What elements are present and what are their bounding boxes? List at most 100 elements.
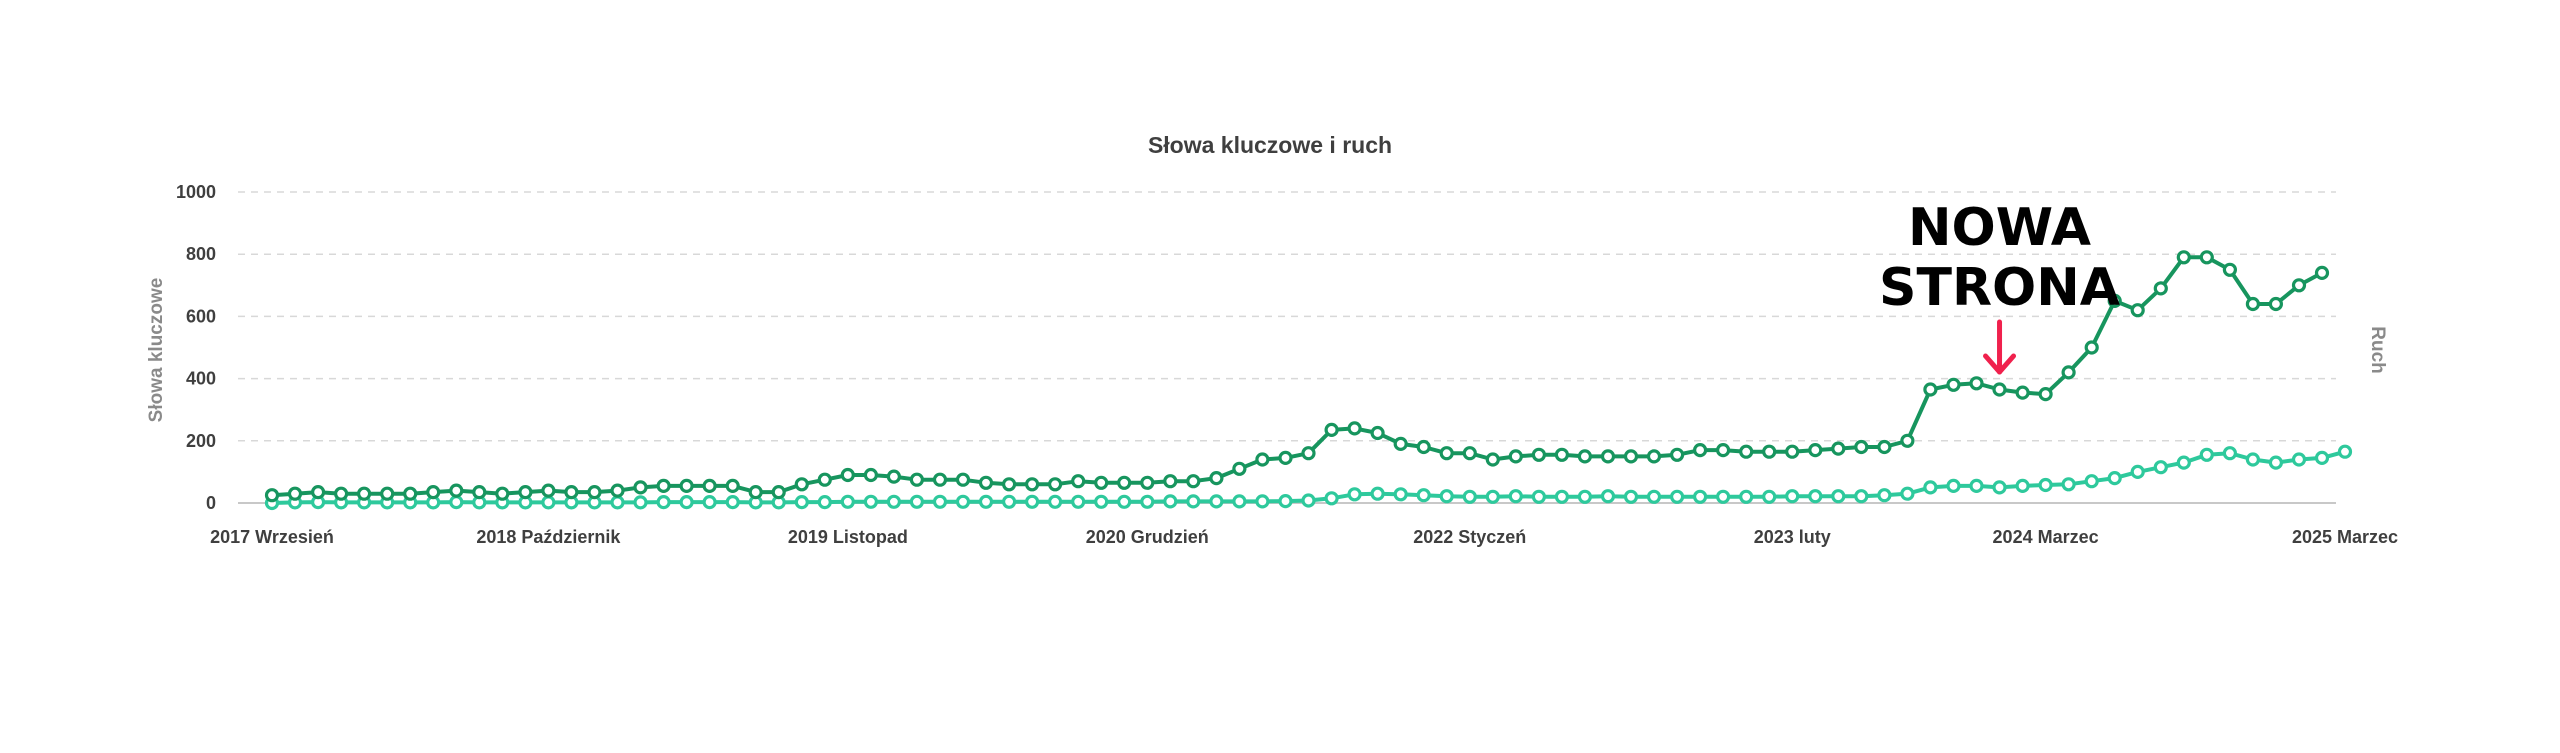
series-1-point [2038, 387, 2053, 402]
series-2-point [2061, 477, 2076, 492]
series-2-point [1669, 489, 1685, 504]
series-1-point [1393, 436, 1408, 451]
series-2-point [817, 495, 832, 510]
series-2-point [2176, 455, 2191, 470]
series-2-point [1692, 489, 1708, 504]
series-1-point [1232, 461, 1247, 476]
series-1-point [1900, 433, 1915, 448]
series-2-point [1140, 494, 1155, 509]
series-2-point [1508, 489, 1523, 504]
series-2-point [1301, 493, 1316, 508]
series-2-point [1094, 494, 1109, 509]
series-2-point [909, 494, 925, 509]
annotation-line-1: NOWA [1908, 198, 2091, 258]
y-axis-label: Słowa kluczowe [146, 278, 167, 423]
series-1-point [1370, 425, 1385, 441]
x-axis-ticks: 2017 Wrzesień 2018 Październik 2019 Listop… [210, 527, 2398, 547]
series-2-point [2291, 452, 2307, 467]
series-1-point [1531, 447, 1547, 462]
series-2-point [1715, 489, 1731, 504]
series-2-point [2130, 464, 2145, 479]
x-tick-label: 2022 Styczeń [1413, 527, 1526, 547]
series-2-point [2015, 478, 2030, 493]
series-1-point [357, 486, 372, 501]
series-1-point [1047, 477, 1063, 492]
series-2-point [1439, 489, 1454, 504]
series-2-point [1370, 486, 1385, 501]
series-1-point [1808, 443, 1823, 458]
series-2-point [725, 495, 740, 510]
series-2-point [1900, 486, 1915, 501]
series-2-point [1416, 488, 1431, 503]
series-1-point [1946, 377, 1961, 392]
series-1-point [2061, 365, 2076, 380]
series-1-point [748, 485, 763, 500]
annotation-line-2: STRONA [1879, 258, 2120, 318]
series-1-point [1462, 446, 1477, 461]
series-2-point [1163, 494, 1178, 509]
series-1-point [2176, 250, 2191, 265]
series-1-point [886, 469, 902, 484]
series-1-point [1324, 422, 1339, 437]
series-1-point [472, 485, 487, 500]
series-1-point [1255, 452, 1270, 467]
series-1-point [863, 467, 879, 483]
series-2-point [1762, 489, 1777, 504]
series-2-point [1923, 480, 1938, 495]
series-2-point [633, 495, 648, 510]
x-tick-label: 2020 Grudzień [1086, 527, 1209, 547]
series-2-point [541, 495, 556, 510]
series-1-point [1140, 475, 1155, 490]
series-1-point [794, 477, 809, 492]
series-2-point [794, 495, 809, 510]
series-2-point [1047, 494, 1063, 509]
series-2-point [1255, 494, 1270, 509]
series-1-point [2130, 303, 2145, 318]
series-2-point [1232, 494, 1247, 509]
series-1-point [403, 486, 418, 501]
series-2-point [2084, 474, 2099, 489]
series-1-point [1577, 449, 1593, 464]
series-1-point [1877, 439, 1892, 455]
series-2-point [955, 494, 971, 509]
series-1-point [633, 480, 648, 495]
series-2-point [679, 495, 694, 510]
series-2-point [1531, 489, 1547, 504]
series-1-point [587, 485, 602, 500]
series-2-point [2337, 444, 2353, 459]
series-2-point [886, 494, 902, 509]
series-2-point [1209, 494, 1224, 509]
series-1-point [1186, 474, 1201, 489]
series-1-point [311, 485, 326, 500]
series-2-point [2199, 447, 2214, 462]
series-2-point [1324, 491, 1339, 506]
series-1-point [287, 486, 303, 501]
series-1-point [334, 486, 349, 501]
y2-axis-label: Ruch [2367, 326, 2388, 374]
series-1-point [2199, 250, 2214, 265]
series-1-point [495, 486, 510, 501]
series-2-point [1186, 494, 1201, 509]
series-1-point [2314, 265, 2330, 280]
new-site-annotation: NOWA STRONA [1879, 198, 2120, 375]
series-1-point [1692, 443, 1708, 458]
series-1-point [1831, 441, 1846, 456]
series-2-point [656, 495, 671, 510]
series-1-point [2084, 340, 2099, 355]
x-tick-label: 2024 Marzec [1993, 527, 2099, 547]
series-1-point [1785, 444, 1800, 459]
series-1-point [1301, 446, 1316, 461]
series-1-point [380, 486, 395, 501]
series-1-point [1278, 450, 1293, 465]
series-points [264, 250, 2353, 511]
series-1-point [1485, 452, 1500, 467]
annotation-arrow-icon [1983, 319, 2017, 375]
series-2-point [1831, 489, 1846, 504]
series-1-point [1739, 444, 1754, 459]
series-1-point [932, 472, 948, 487]
series-1-point [1209, 471, 1224, 486]
y-tick-label: 0 [206, 493, 216, 513]
series-1-point [1854, 439, 1869, 455]
series-2-point [978, 494, 994, 509]
series-1-point [702, 478, 717, 493]
